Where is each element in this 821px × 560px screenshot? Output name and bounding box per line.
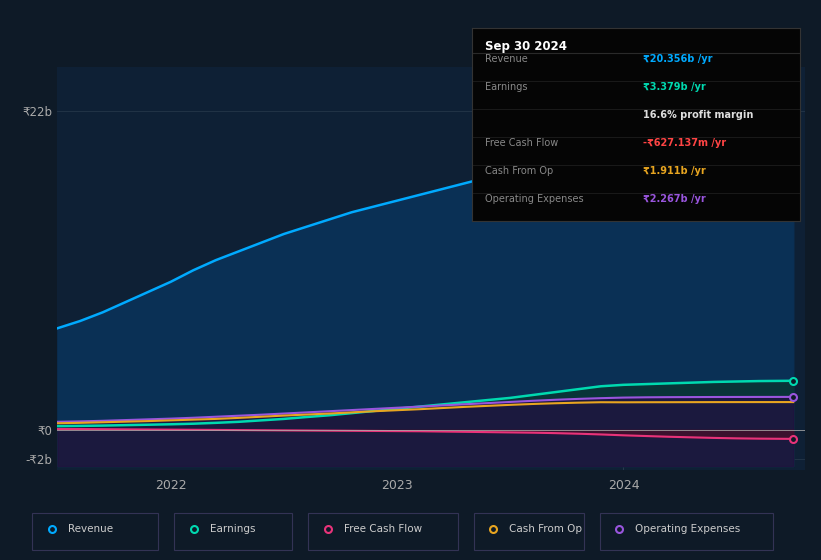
Text: ₹3.379b /yr: ₹3.379b /yr [643,82,705,92]
Text: Revenue: Revenue [485,54,528,64]
Text: Revenue: Revenue [67,524,112,534]
Bar [474,512,584,550]
Bar [599,512,773,550]
Text: Sep 30 2024: Sep 30 2024 [485,40,567,53]
Text: Free Cash Flow: Free Cash Flow [343,524,422,534]
Text: ₹2.267b /yr: ₹2.267b /yr [643,194,705,204]
Bar [32,512,158,550]
Text: Earnings: Earnings [485,82,528,92]
Text: ₹1.911b /yr: ₹1.911b /yr [643,166,705,176]
Text: Cash From Op: Cash From Op [509,524,582,534]
Text: Operating Expenses: Operating Expenses [635,524,741,534]
Bar [308,512,458,550]
Text: -₹627.137m /yr: -₹627.137m /yr [643,138,726,148]
Bar [174,512,292,550]
Text: ₹20.356b /yr: ₹20.356b /yr [643,54,713,64]
Text: Cash From Op: Cash From Op [485,166,553,176]
Text: Free Cash Flow: Free Cash Flow [485,138,558,148]
Text: Earnings: Earnings [209,524,255,534]
Text: Operating Expenses: Operating Expenses [485,194,584,204]
Text: 16.6% profit margin: 16.6% profit margin [643,110,753,120]
